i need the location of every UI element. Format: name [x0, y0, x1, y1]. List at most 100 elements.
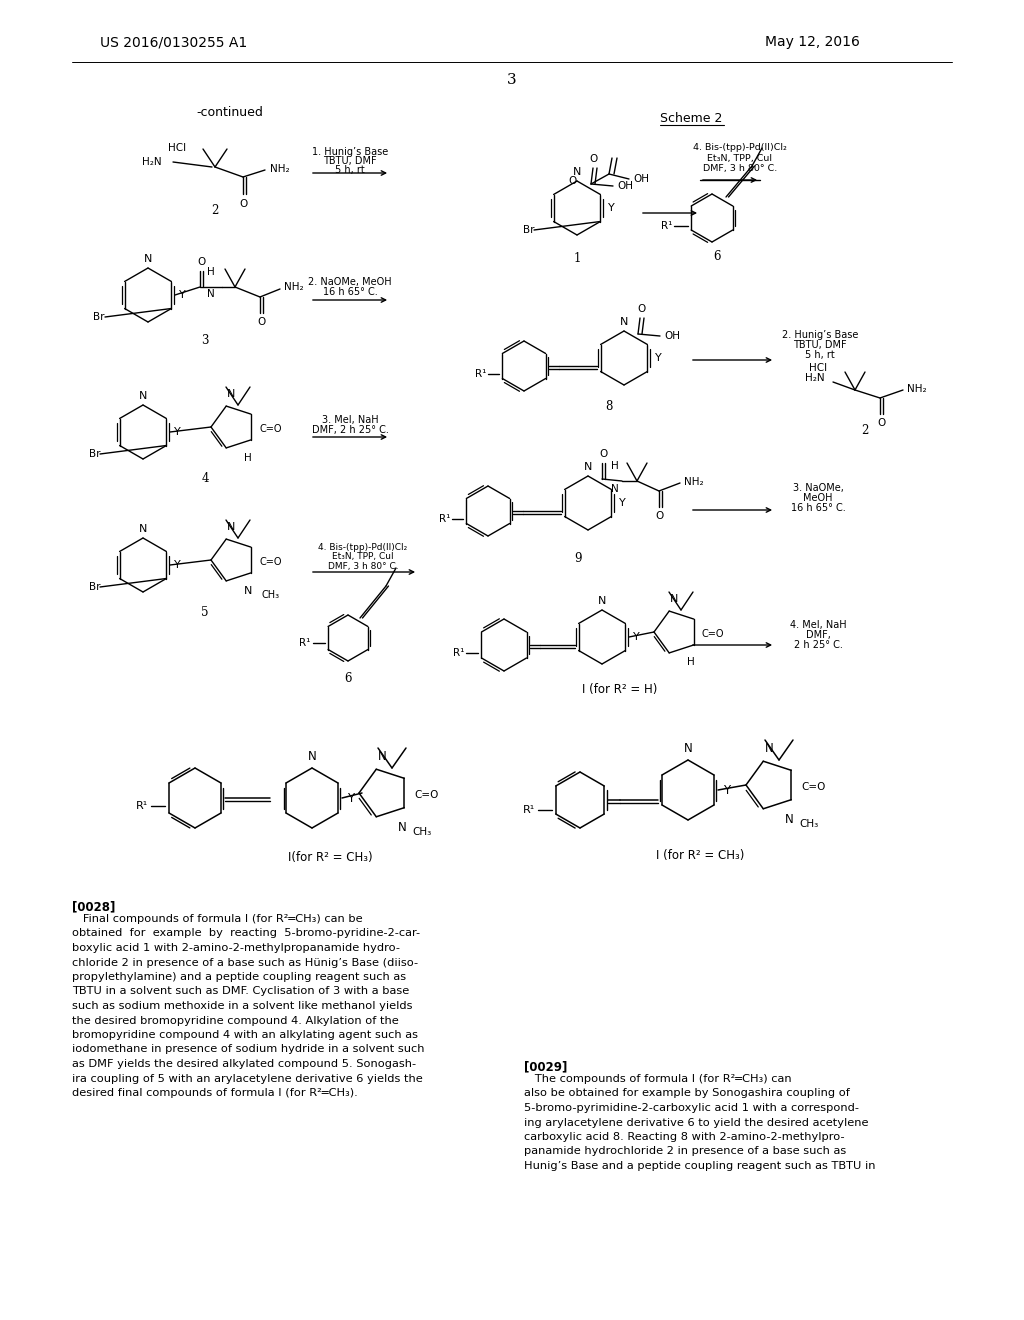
Text: Scheme 2: Scheme 2 — [660, 111, 722, 124]
Text: TBTU, DMF: TBTU, DMF — [324, 156, 377, 166]
Text: H₂N: H₂N — [142, 157, 162, 168]
Text: N: N — [765, 742, 773, 755]
Text: R¹: R¹ — [136, 801, 148, 810]
Text: The compounds of formula I (for R²═CH₃) can: The compounds of formula I (for R²═CH₃) … — [524, 1074, 792, 1084]
Text: O: O — [198, 257, 206, 267]
Text: C=O: C=O — [260, 424, 283, 434]
Text: O: O — [599, 449, 607, 459]
Text: 3: 3 — [507, 73, 517, 87]
Text: Y: Y — [608, 203, 614, 213]
Text: Br: Br — [88, 449, 100, 459]
Text: 1. Hunig’s Base: 1. Hunig’s Base — [312, 147, 388, 157]
Text: N: N — [139, 391, 147, 401]
Text: I (for R² = H): I (for R² = H) — [583, 684, 657, 697]
Text: Y: Y — [174, 560, 181, 570]
Text: H₂N: H₂N — [805, 374, 825, 383]
Text: N: N — [244, 586, 252, 597]
Text: DMF, 2 h 25° C.: DMF, 2 h 25° C. — [311, 425, 388, 436]
Text: O: O — [590, 154, 598, 164]
Text: 9: 9 — [574, 552, 582, 565]
Text: CH₃: CH₃ — [261, 590, 280, 601]
Text: C=O: C=O — [414, 789, 438, 800]
Text: 1: 1 — [573, 252, 581, 264]
Text: such as sodium methoxide in a solvent like methanol yields: such as sodium methoxide in a solvent li… — [72, 1001, 413, 1011]
Text: US 2016/0130255 A1: US 2016/0130255 A1 — [100, 36, 247, 49]
Text: [0028]: [0028] — [72, 900, 116, 913]
Text: NH₂: NH₂ — [284, 282, 304, 292]
Text: chloride 2 in presence of a base such as Hünig’s Base (diiso-: chloride 2 in presence of a base such as… — [72, 957, 418, 968]
Text: CH₃: CH₃ — [412, 828, 431, 837]
Text: 3. NaOMe,: 3. NaOMe, — [793, 483, 844, 492]
Text: O: O — [637, 304, 645, 314]
Text: Final compounds of formula I (for R²═CH₃) can be: Final compounds of formula I (for R²═CH₃… — [72, 913, 362, 924]
Text: as DMF yields the desired alkylated compound 5. Sonogash-: as DMF yields the desired alkylated comp… — [72, 1059, 416, 1069]
Text: 16 h 65° C.: 16 h 65° C. — [323, 286, 378, 297]
Text: 4. Bis-(tpp)-Pd(II)Cl₂: 4. Bis-(tpp)-Pd(II)Cl₂ — [318, 543, 408, 552]
Text: OH: OH — [617, 181, 633, 191]
Text: N: N — [611, 484, 618, 494]
Text: TBTU, DMF: TBTU, DMF — [794, 341, 847, 350]
Text: OH: OH — [664, 331, 680, 341]
Text: 3. MeI, NaH: 3. MeI, NaH — [322, 414, 378, 425]
Text: N: N — [226, 389, 236, 399]
Text: Hunig’s Base and a peptide coupling reagent such as TBTU in: Hunig’s Base and a peptide coupling reag… — [524, 1162, 876, 1171]
Text: H: H — [687, 657, 695, 667]
Text: H: H — [611, 461, 618, 471]
Text: N: N — [143, 253, 153, 264]
Text: 4: 4 — [202, 471, 209, 484]
Text: 2. Hunig’s Base: 2. Hunig’s Base — [781, 330, 858, 341]
Text: Y: Y — [174, 426, 181, 437]
Text: N: N — [226, 521, 236, 532]
Text: carboxylic acid 8. Reacting 8 with 2-amino-2-methylpro-: carboxylic acid 8. Reacting 8 with 2-ami… — [524, 1133, 845, 1142]
Text: N: N — [620, 317, 628, 327]
Text: CH₃: CH₃ — [799, 818, 818, 829]
Text: 5-bromo-pyrimidine-2-carboxylic acid 1 with a correspond-: 5-bromo-pyrimidine-2-carboxylic acid 1 w… — [524, 1104, 859, 1113]
Text: Y: Y — [347, 792, 354, 804]
Text: 16 h 65° C.: 16 h 65° C. — [791, 503, 846, 513]
Text: -continued: -continued — [197, 107, 263, 120]
Text: Et₃N, TPP, CuI: Et₃N, TPP, CuI — [708, 153, 772, 162]
Text: boxylic acid 1 with 2-amino-2-methylpropanamide hydro-: boxylic acid 1 with 2-amino-2-methylprop… — [72, 942, 400, 953]
Text: O: O — [656, 511, 665, 521]
Text: 4. MeI, NaH: 4. MeI, NaH — [790, 620, 846, 630]
Text: 2: 2 — [211, 203, 219, 216]
Text: O: O — [877, 418, 885, 428]
Text: R¹: R¹ — [299, 638, 310, 648]
Text: 6: 6 — [714, 249, 721, 263]
Text: obtained  for  example  by  reacting  5-bromo-pyridine-2-car-: obtained for example by reacting 5-bromo… — [72, 928, 420, 939]
Text: NH₂: NH₂ — [270, 164, 290, 174]
Text: the desired bromopyridine compound 4. Alkylation of the: the desired bromopyridine compound 4. Al… — [72, 1015, 398, 1026]
Text: I (for R² = CH₃): I (for R² = CH₃) — [655, 849, 744, 862]
Text: Br: Br — [522, 224, 534, 235]
Text: [0029]: [0029] — [524, 1060, 567, 1073]
Text: Y: Y — [655, 352, 662, 363]
Text: R¹: R¹ — [522, 805, 535, 814]
Text: I(for R² = CH₃): I(for R² = CH₃) — [288, 851, 373, 865]
Text: NH₂: NH₂ — [684, 477, 703, 487]
Text: 2. NaOMe, MeOH: 2. NaOMe, MeOH — [308, 277, 392, 286]
Text: propylethylamine) and a peptide coupling reagent such as: propylethylamine) and a peptide coupling… — [72, 972, 407, 982]
Text: R¹: R¹ — [475, 370, 486, 379]
Text: N: N — [784, 813, 794, 826]
Text: O: O — [568, 176, 577, 186]
Text: 5 h, rt: 5 h, rt — [805, 350, 835, 360]
Text: Y: Y — [179, 290, 185, 300]
Text: N: N — [572, 168, 582, 177]
Text: HCl: HCl — [168, 143, 186, 153]
Text: C=O: C=O — [702, 630, 725, 639]
Text: OH: OH — [633, 174, 649, 183]
Text: R¹: R¹ — [660, 220, 672, 231]
Text: R¹: R¹ — [438, 513, 450, 524]
Text: Br: Br — [88, 582, 100, 591]
Text: N: N — [378, 750, 386, 763]
Text: iodomethane in presence of sodium hydride in a solvent such: iodomethane in presence of sodium hydrid… — [72, 1044, 425, 1055]
Text: Y: Y — [723, 784, 730, 796]
Text: N: N — [670, 594, 678, 605]
Text: O: O — [257, 317, 265, 327]
Text: N: N — [207, 289, 215, 300]
Text: also be obtained for example by Sonogashira coupling of: also be obtained for example by Sonogash… — [524, 1089, 850, 1098]
Text: bromopyridine compound 4 with an alkylating agent such as: bromopyridine compound 4 with an alkylat… — [72, 1030, 418, 1040]
Text: May 12, 2016: May 12, 2016 — [765, 36, 860, 49]
Text: DMF,: DMF, — [806, 630, 830, 640]
Text: C=O: C=O — [801, 781, 825, 792]
